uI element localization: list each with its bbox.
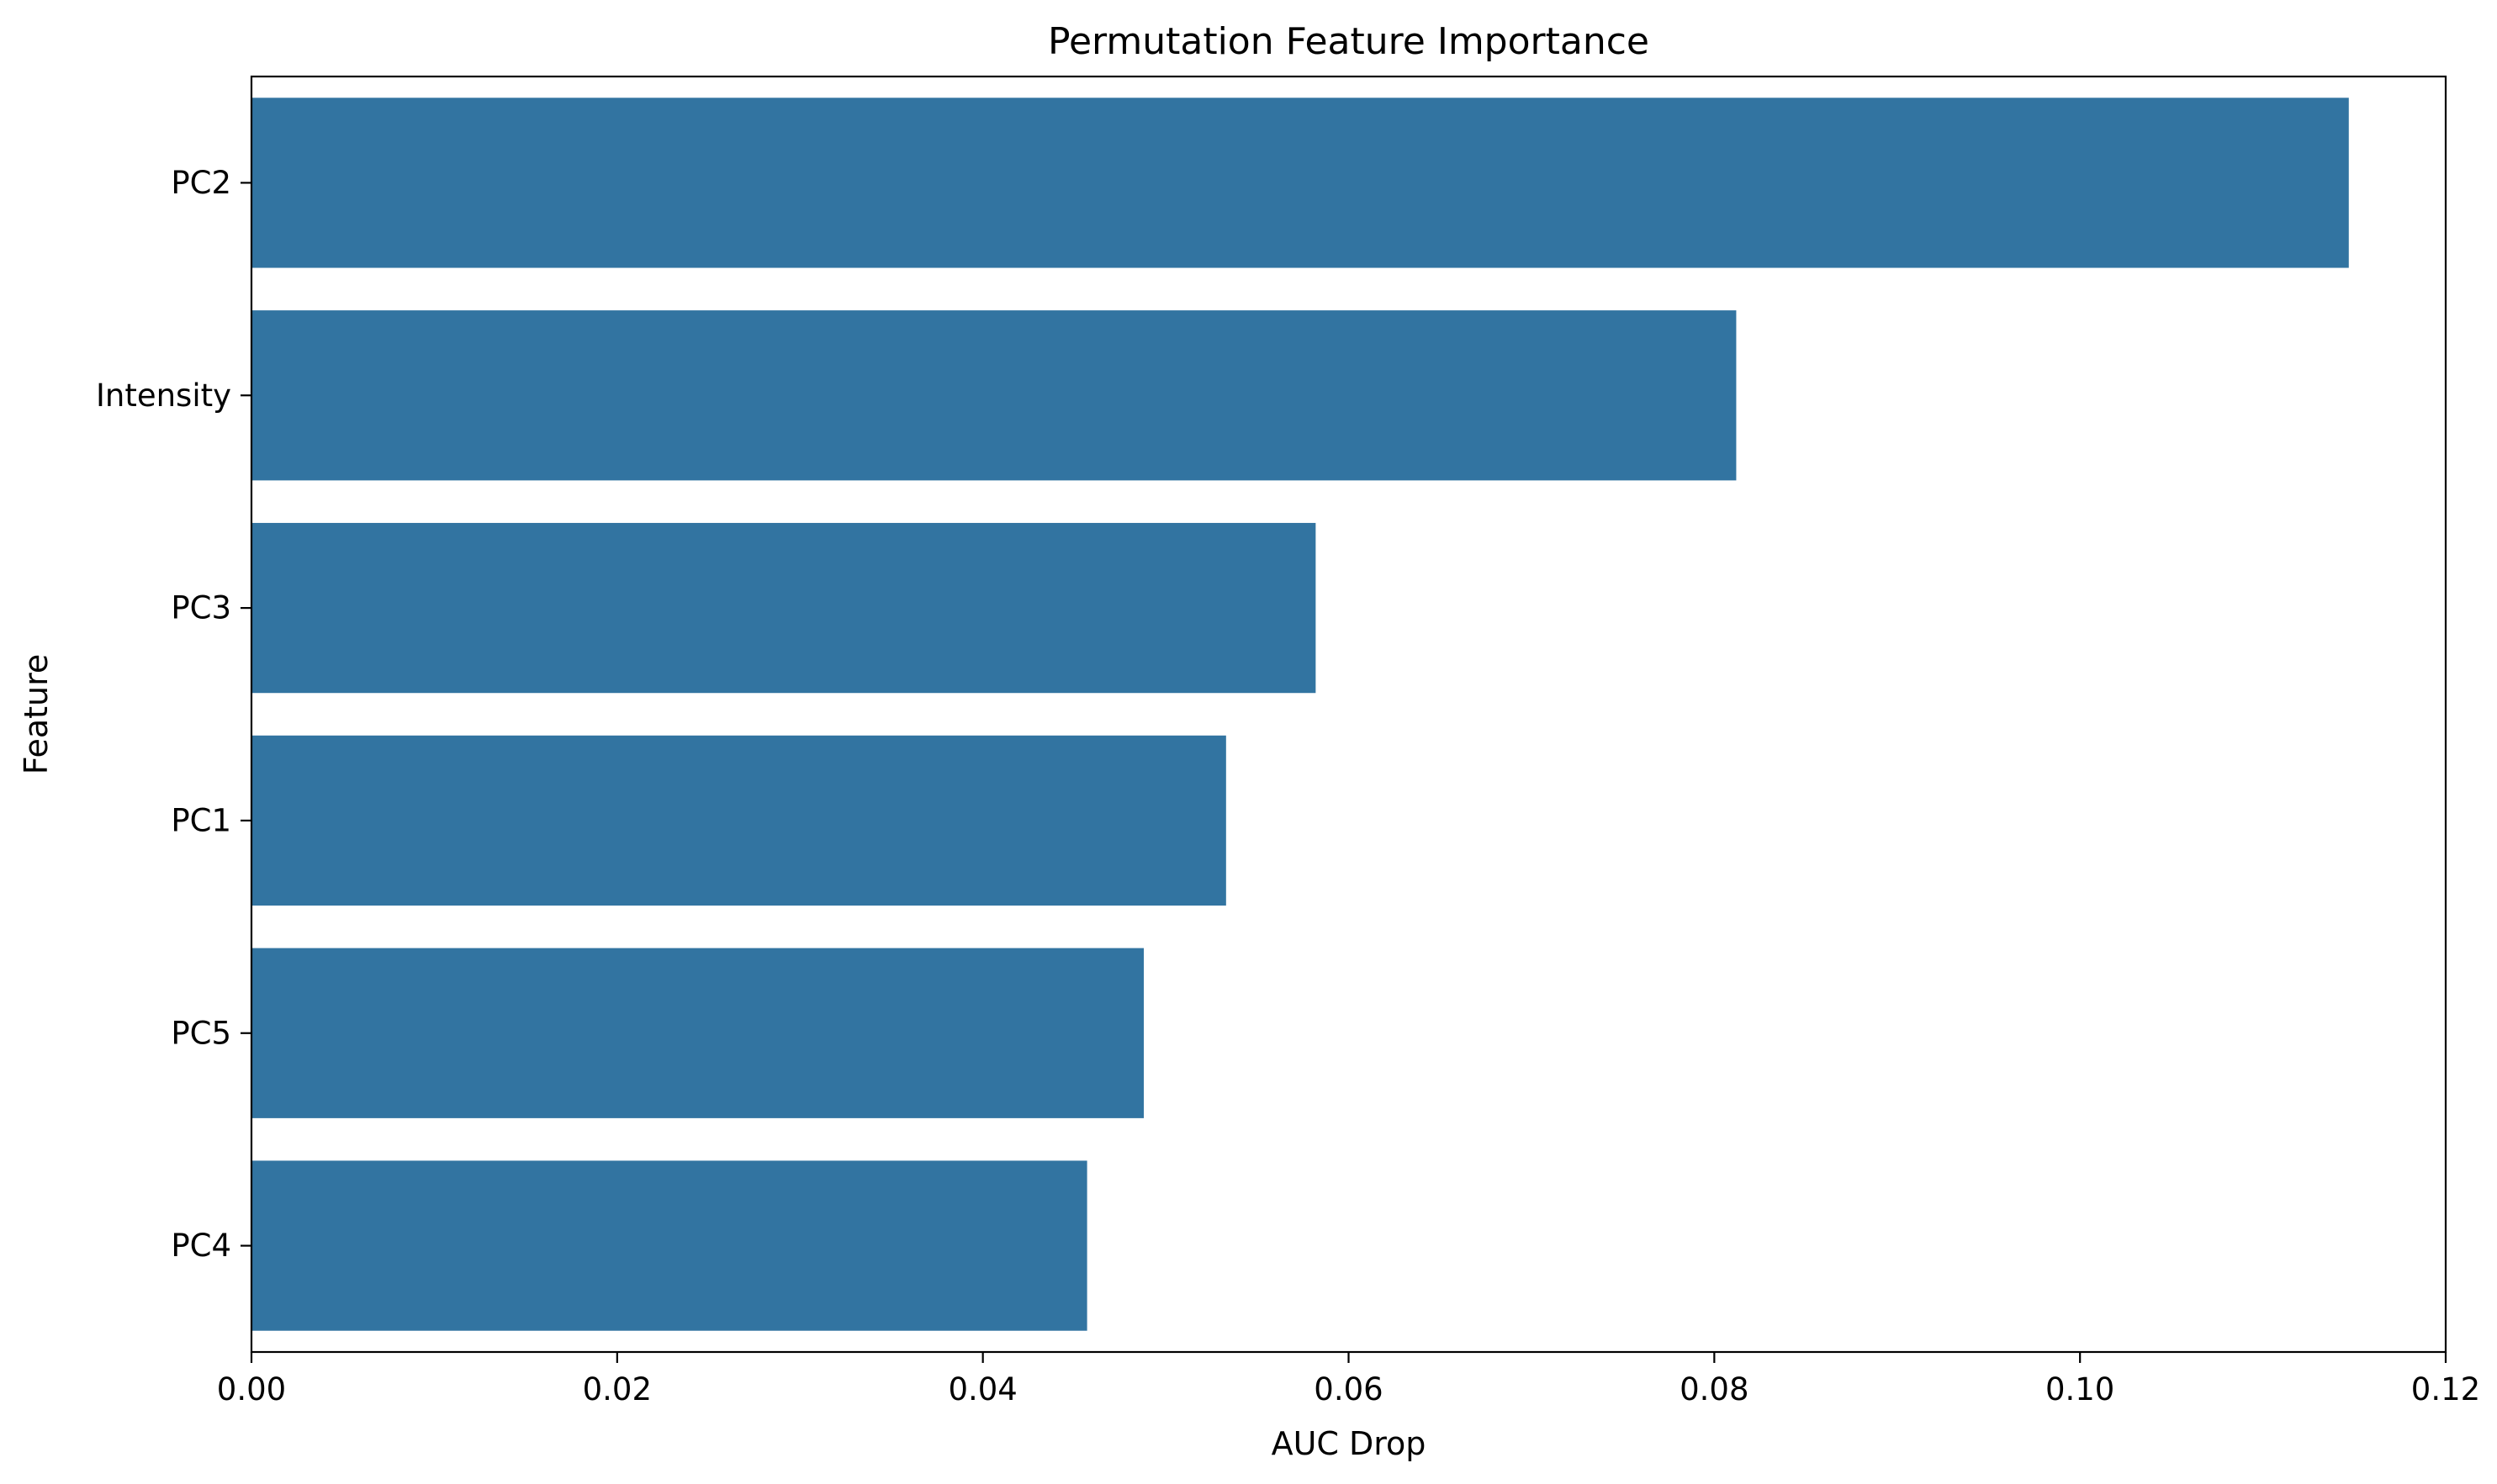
bar-pc5	[251, 948, 1144, 1118]
bar-pc2	[251, 98, 2349, 268]
y-tick-label: Intensity	[96, 378, 231, 414]
plot-frame	[250, 75, 2447, 1354]
bar-intensity	[251, 310, 1737, 481]
x-axis-label: AUC Drop	[1272, 1425, 1426, 1462]
y-axis-ticks: PC2 Intensity PC3 PC1 PC5 PC4	[96, 165, 251, 1264]
y-axis-label: Feature	[18, 654, 55, 775]
y-tick-label: PC4	[171, 1228, 231, 1264]
y-tick-label: PC2	[171, 165, 231, 201]
x-tick-label: 0.10	[2045, 1371, 2114, 1407]
x-tick-label: 0.12	[2411, 1371, 2480, 1407]
x-tick-label: 0.00	[217, 1371, 286, 1407]
chart-title: Permutation Feature Importance	[1048, 20, 1649, 63]
x-tick-label: 0.04	[948, 1371, 1017, 1407]
bar-pc1	[251, 735, 1226, 906]
bars-group	[251, 98, 2349, 1331]
x-tick-label: 0.08	[1680, 1371, 1748, 1407]
y-tick-label: PC5	[171, 1015, 231, 1051]
bar-pc3	[251, 522, 1316, 694]
y-tick-label: PC1	[171, 802, 231, 838]
x-axis-ticks: 0.00 0.02 0.04 0.06 0.08 0.10 0.12	[217, 1352, 2480, 1407]
x-tick-label: 0.06	[1314, 1371, 1383, 1407]
bar-pc4	[251, 1160, 1087, 1331]
y-tick-label: PC3	[171, 590, 231, 626]
x-tick-label: 0.02	[583, 1371, 652, 1407]
